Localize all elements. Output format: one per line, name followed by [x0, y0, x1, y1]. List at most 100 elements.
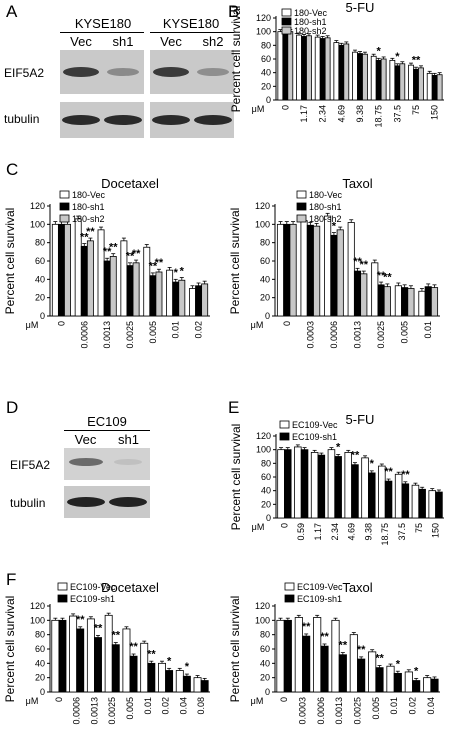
significance-marker: **	[80, 231, 89, 243]
y-axis-label: Percent cell survival	[228, 596, 242, 703]
significance-marker: *	[414, 666, 419, 678]
x-axis-unit: μM	[251, 696, 264, 706]
bar	[149, 275, 157, 317]
y-tick-label: 40	[35, 274, 45, 284]
blot-d-cell-line: EC109	[87, 414, 127, 429]
bar	[143, 246, 151, 317]
legend-label: 180-sh2	[294, 26, 327, 36]
significance-marker: **	[302, 621, 311, 633]
y-tick-label: 0	[265, 687, 270, 697]
bar	[401, 287, 409, 317]
blot-a-row-eif5a2: EIF5A2	[4, 66, 45, 80]
y-tick-label: 40	[35, 658, 45, 668]
bar	[51, 619, 60, 693]
y-axis-label: Percent cell survival	[3, 208, 17, 315]
bar	[360, 273, 368, 317]
bar	[182, 675, 191, 693]
blot-d-row-tubulin: tubulin	[10, 496, 46, 510]
y-tick-label: 80	[260, 238, 270, 248]
significance-marker: **	[109, 241, 118, 253]
bar	[401, 483, 410, 519]
x-tick-label: 18.75	[374, 105, 384, 128]
bar	[375, 667, 384, 693]
bar	[428, 490, 437, 519]
bar	[375, 59, 382, 101]
bar	[301, 36, 307, 101]
bar	[300, 220, 308, 317]
x-tick-label: 0.01	[143, 697, 153, 715]
x-tick-label: 1.17	[299, 105, 309, 123]
bar	[418, 67, 424, 101]
bar	[57, 223, 65, 317]
bar	[284, 449, 292, 519]
bar	[283, 223, 291, 317]
legend-label: EC109-Vec	[297, 582, 343, 592]
significance-marker: **	[339, 640, 348, 652]
y-tick-label: 60	[261, 472, 271, 482]
significance-marker: **	[129, 641, 138, 653]
x-tick-label: 0.005	[371, 697, 381, 720]
y-tick-label: 60	[260, 644, 270, 654]
bar	[129, 655, 138, 693]
bar	[380, 58, 387, 101]
legend-swatch	[296, 214, 307, 223]
y-tick-label: 80	[35, 630, 45, 640]
blot-a-lane-vec-2: Vec	[160, 34, 182, 49]
panel-letter-c: C	[6, 160, 19, 179]
x-tick-label: 4.69	[336, 105, 346, 123]
bar	[384, 480, 393, 519]
bar	[334, 456, 342, 519]
y-tick-label: 80	[261, 40, 271, 50]
y-tick-label: 60	[35, 256, 45, 266]
x-tick-label: 1.17	[313, 523, 323, 541]
blot-a-cell-line-1: KYSE180	[74, 16, 132, 31]
y-tick-label: 80	[261, 458, 271, 468]
chart-e-5fu: 5-FU Percent cell survival 0 20 40 60 80 100 120…	[229, 412, 444, 546]
bar	[111, 644, 120, 693]
bar	[377, 284, 385, 317]
bar	[166, 269, 174, 317]
y-tick-label: 120	[256, 13, 271, 23]
legend-label: 180-sh1	[309, 202, 342, 212]
significance-marker: *	[377, 45, 382, 57]
bar	[399, 63, 406, 101]
x-tick-label: 37.5	[397, 523, 407, 541]
bar	[324, 215, 332, 317]
blot-a-eif5a2-strip-1	[60, 50, 144, 94]
bar	[86, 240, 94, 317]
x-tick-label: 0.01	[389, 697, 399, 715]
bar	[338, 654, 347, 693]
bar	[394, 65, 401, 101]
bar	[276, 223, 285, 317]
legend-label: EC109-Vec	[70, 582, 116, 592]
y-tick-label: 20	[261, 499, 271, 509]
bar	[330, 234, 338, 317]
y-tick-label: 0	[266, 95, 271, 105]
bar	[357, 53, 363, 101]
bar	[296, 34, 302, 101]
bar	[413, 68, 419, 101]
panel-letter-b: B	[228, 2, 240, 21]
bar	[104, 614, 113, 693]
blot-a-lane-sh1: sh1	[112, 34, 134, 49]
bar	[175, 670, 184, 693]
legend-swatch	[59, 202, 70, 211]
blot-d-tubulin-strip	[64, 486, 150, 518]
bar	[313, 617, 322, 693]
significance-marker: **	[375, 653, 384, 665]
legend-swatch	[296, 190, 307, 199]
significance-marker: *	[396, 658, 401, 670]
y-tick-label: 120	[30, 601, 45, 611]
bar	[383, 286, 391, 317]
x-tick-label: 2.34	[318, 105, 328, 123]
blot-a-row-tubulin: tubulin	[4, 112, 40, 126]
bar	[423, 677, 432, 693]
y-tick-label: 0	[265, 311, 270, 321]
legend-label: 180-Vec	[294, 8, 328, 18]
bar	[418, 488, 426, 519]
significance-marker: **	[383, 272, 392, 284]
bar	[58, 619, 67, 693]
legend-swatch	[59, 190, 70, 199]
bar	[103, 260, 111, 317]
x-tick-label: 0.005	[125, 697, 135, 720]
